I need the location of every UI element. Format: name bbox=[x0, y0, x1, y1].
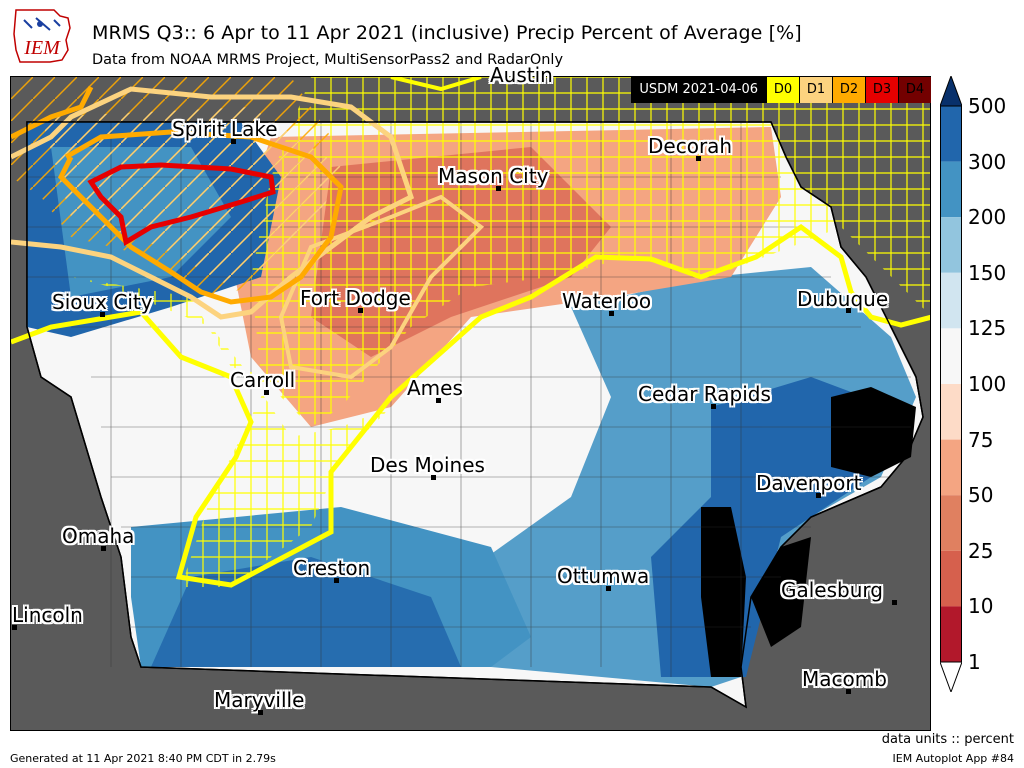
usdm-d1: D1 bbox=[799, 77, 832, 103]
page-subtitle: Data from NOAA MRMS Project, MultiSensor… bbox=[92, 52, 564, 68]
usdm-d0: D0 bbox=[766, 77, 799, 103]
city-marker bbox=[264, 390, 269, 395]
city-marker bbox=[12, 625, 17, 630]
precip-map bbox=[10, 76, 931, 731]
city-marker bbox=[816, 493, 821, 498]
city-label-carroll: Carroll bbox=[230, 368, 296, 392]
colorbar-tick-label: 300 bbox=[968, 149, 1007, 174]
city-marker bbox=[711, 404, 716, 409]
city-label-spirit-lake: Spirit Lake bbox=[172, 117, 278, 141]
colorbar-segment bbox=[940, 272, 962, 329]
colorbar-extend-bottom bbox=[940, 661, 962, 692]
city-marker bbox=[258, 710, 263, 715]
city-marker bbox=[101, 546, 106, 551]
city-label-lincoln: Lincoln bbox=[12, 603, 83, 627]
colorbar-tick-label: 200 bbox=[968, 205, 1007, 230]
city-marker bbox=[431, 475, 436, 480]
colorbar-tick-label: 125 bbox=[968, 316, 1007, 341]
colorbar-extend-top bbox=[940, 76, 962, 107]
colorbar-tick-label: 150 bbox=[968, 260, 1007, 285]
generated-timestamp: Generated at 11 Apr 2021 8:40 PM CDT in … bbox=[10, 752, 276, 765]
city-label-galesburg: Galesburg bbox=[781, 578, 883, 602]
colorbar-tick-label: 50 bbox=[968, 483, 994, 508]
page-title: MRMS Q3:: 6 Apr to 11 Apr 2021 (inclusiv… bbox=[92, 22, 802, 44]
city-marker bbox=[846, 689, 851, 694]
colorbar-segment bbox=[940, 550, 962, 607]
city-label-fort-dodge: Fort Dodge bbox=[300, 286, 411, 310]
app-id: IEM Autoplot App #84 bbox=[892, 752, 1015, 765]
colorbar bbox=[940, 76, 962, 692]
d0-outline bbox=[11, 223, 930, 588]
city-marker bbox=[334, 578, 339, 583]
colorbar-segment bbox=[940, 606, 962, 662]
usdm-legend: USDM 2021-04-06 D0 D1 D2 D3 D4 bbox=[631, 77, 931, 103]
usdm-d4: D4 bbox=[898, 77, 931, 103]
colorbar-segment bbox=[940, 439, 962, 496]
colorbar-segment bbox=[940, 161, 962, 218]
city-marker bbox=[100, 312, 105, 317]
usdm-d3: D3 bbox=[865, 77, 898, 103]
city-marker bbox=[606, 586, 611, 591]
city-label-des-moines: Des Moines bbox=[370, 453, 485, 477]
city-marker bbox=[436, 398, 441, 403]
city-label-creston: Creston bbox=[293, 556, 371, 580]
city-label-sioux-city: Sioux City bbox=[52, 290, 153, 314]
city-label-davenport: Davenport bbox=[756, 471, 862, 495]
usdm-label: USDM 2021-04-06 bbox=[631, 77, 766, 103]
colorbar-segment bbox=[940, 106, 962, 162]
city-marker bbox=[846, 308, 851, 313]
usdm-d2: D2 bbox=[832, 77, 865, 103]
colorbar-tick-label: 25 bbox=[968, 538, 994, 563]
city-marker bbox=[892, 600, 897, 605]
logo-text: IEM bbox=[23, 37, 61, 59]
city-label-ottumwa: Ottumwa bbox=[557, 564, 650, 588]
city-label-decorah: Decorah bbox=[648, 134, 733, 158]
d1-outline bbox=[11, 86, 415, 320]
colorbar-tick-label: 500 bbox=[968, 94, 1007, 118]
colorbar-tick-label: 10 bbox=[968, 594, 994, 619]
city-label-mason-city: Mason City bbox=[438, 164, 549, 188]
city-marker bbox=[358, 308, 363, 313]
colorbar-segment bbox=[940, 217, 962, 273]
d3-outline bbox=[87, 162, 276, 246]
colorbar-segment bbox=[940, 328, 962, 384]
colorbar-tick-label: 1 bbox=[968, 650, 981, 674]
city-marker bbox=[496, 186, 501, 191]
city-label-maryville: Maryville bbox=[214, 688, 305, 712]
city-label-macomb: Macomb bbox=[802, 667, 887, 691]
colorbar-segment bbox=[940, 495, 962, 551]
city-label-dubuque: Dubuque bbox=[797, 287, 889, 311]
city-marker bbox=[231, 139, 236, 144]
colorbar-tick-label: 75 bbox=[968, 427, 994, 452]
iem-logo: IEM bbox=[13, 9, 71, 63]
colorbar-tick-label: 100 bbox=[968, 372, 1007, 396]
d0-region-north bbox=[251, 77, 930, 427]
city-marker bbox=[696, 156, 701, 161]
d2-outline bbox=[57, 129, 344, 305]
city-label-waterloo: Waterloo bbox=[562, 289, 652, 313]
city-label-austin: Austin bbox=[490, 63, 553, 87]
map-svg bbox=[11, 77, 930, 730]
units-label: data units :: percent bbox=[881, 732, 1014, 747]
city-label-cedar-rapids: Cedar Rapids bbox=[638, 382, 771, 406]
city-label-ames: Ames bbox=[407, 376, 463, 400]
colorbar-segment bbox=[940, 384, 962, 440]
city-label-omaha: Omaha bbox=[62, 524, 135, 548]
city-marker bbox=[609, 311, 614, 316]
